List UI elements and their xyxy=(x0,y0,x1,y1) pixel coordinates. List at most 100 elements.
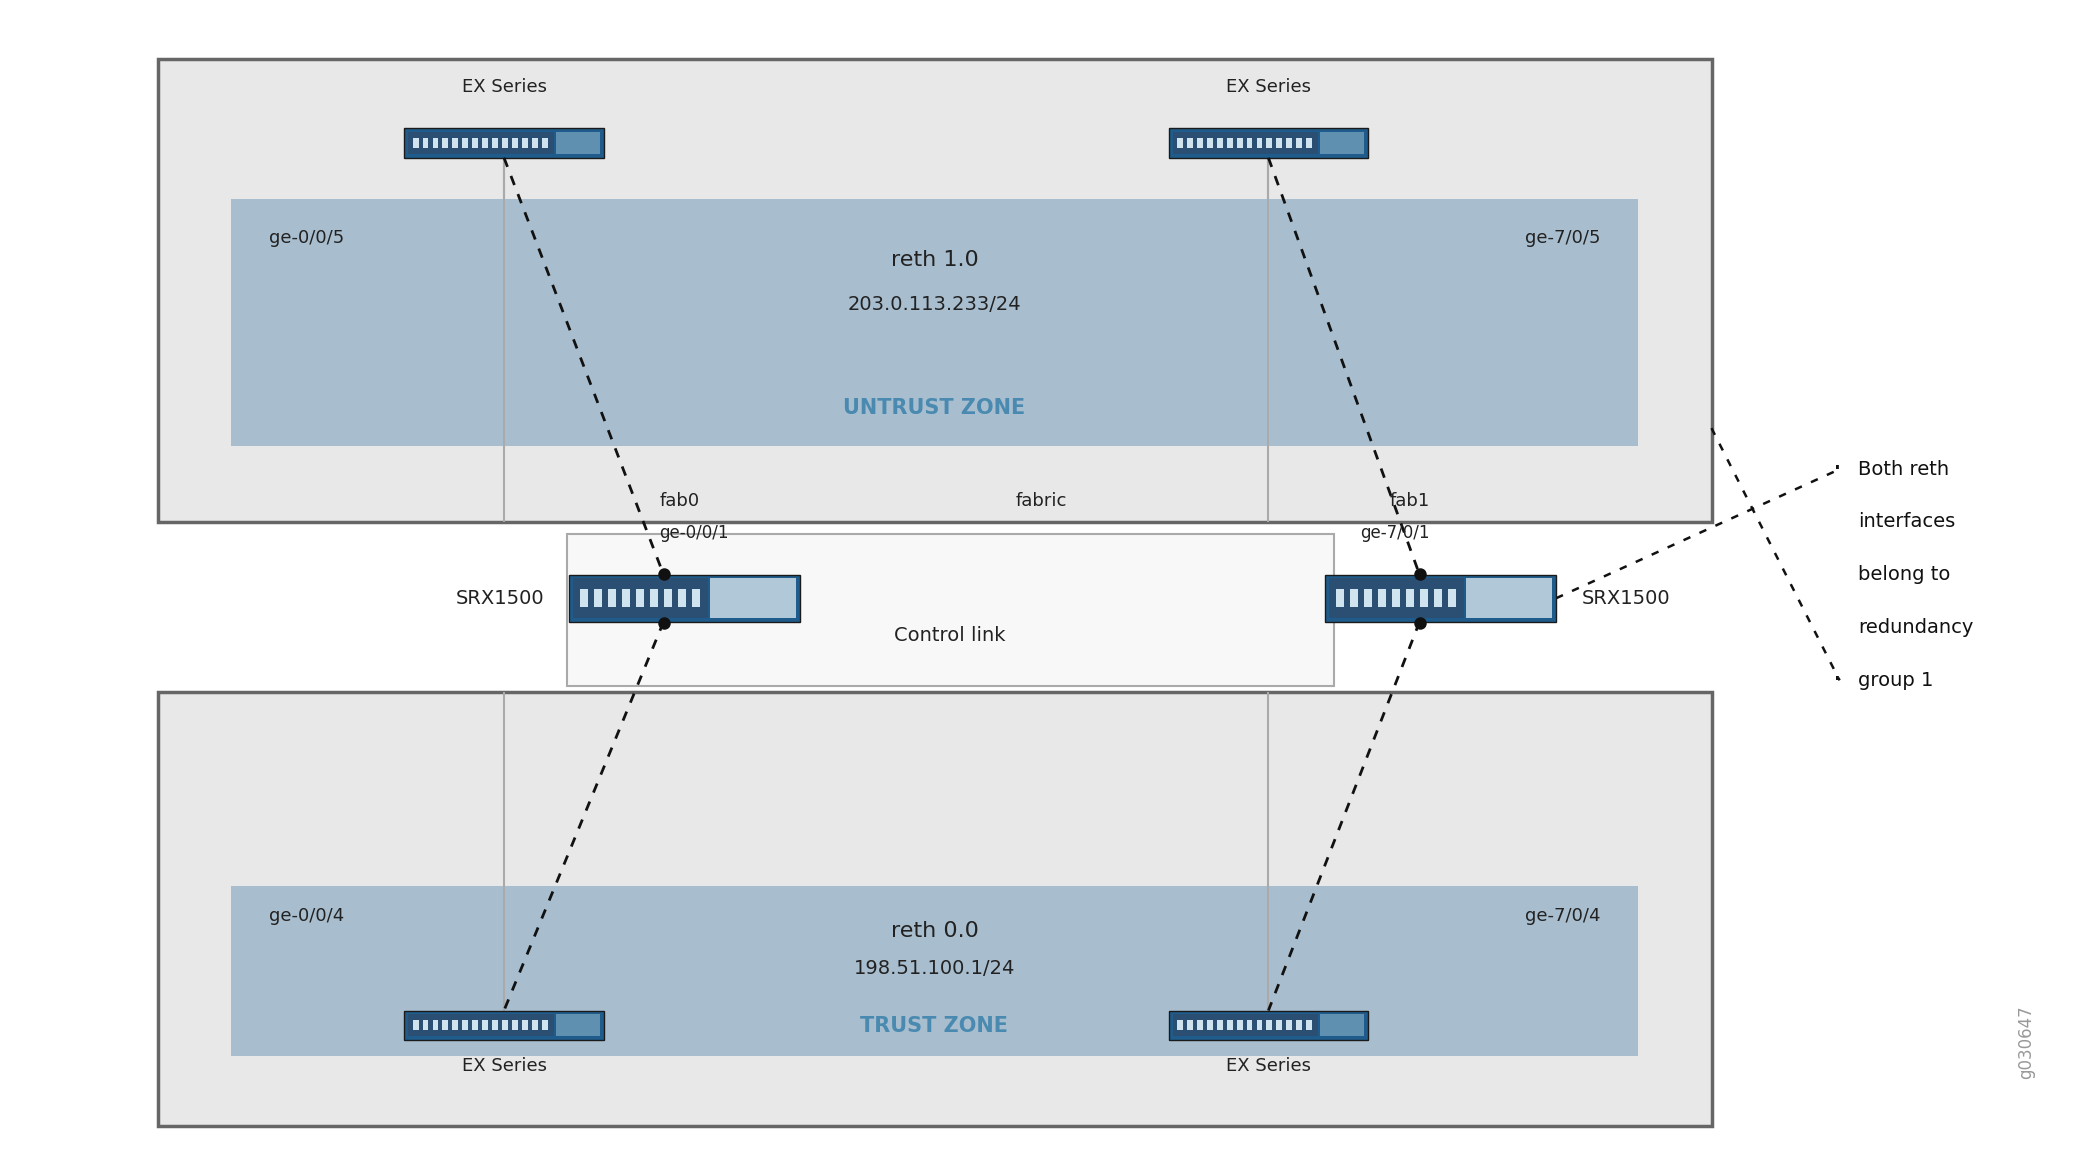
Bar xyxy=(422,138,428,148)
Bar xyxy=(1287,138,1292,148)
Text: EX Series: EX Series xyxy=(1226,77,1310,96)
Text: SRX1500: SRX1500 xyxy=(1581,589,1670,608)
Bar xyxy=(1226,138,1233,148)
Bar xyxy=(443,1021,447,1030)
Bar xyxy=(523,1021,527,1030)
Bar xyxy=(491,1021,498,1030)
Bar xyxy=(1168,1010,1369,1039)
Text: EX Series: EX Series xyxy=(462,77,546,96)
Bar xyxy=(443,138,447,148)
Bar xyxy=(1277,138,1283,148)
Bar xyxy=(158,59,1712,522)
Text: TRUST ZONE: TRUST ZONE xyxy=(861,1016,1008,1037)
Bar xyxy=(452,1021,458,1030)
Text: 203.0.113.233/24: 203.0.113.233/24 xyxy=(848,296,1021,314)
Bar xyxy=(452,138,458,148)
Bar xyxy=(1226,1021,1233,1030)
Bar xyxy=(422,1021,428,1030)
Bar xyxy=(1325,575,1556,622)
Bar xyxy=(502,138,508,148)
Bar xyxy=(472,138,479,148)
Bar xyxy=(1321,131,1365,154)
Bar xyxy=(1237,1021,1243,1030)
Bar xyxy=(1296,1021,1302,1030)
Bar xyxy=(1256,1021,1262,1030)
Bar xyxy=(607,589,617,608)
Bar xyxy=(1208,1021,1212,1030)
Bar xyxy=(1420,589,1428,608)
Bar xyxy=(403,128,605,157)
Text: ge-7/0/4: ge-7/0/4 xyxy=(1525,907,1600,924)
Bar xyxy=(567,534,1334,686)
Bar xyxy=(1277,1021,1283,1030)
Text: ·: · xyxy=(1833,455,1842,483)
Bar xyxy=(1197,138,1203,148)
Bar xyxy=(433,1021,439,1030)
Text: interfaces: interfaces xyxy=(1858,513,1955,531)
Bar xyxy=(1216,138,1222,148)
Bar xyxy=(1405,589,1415,608)
Bar xyxy=(1256,138,1262,148)
Bar xyxy=(1266,1021,1273,1030)
Bar xyxy=(1350,589,1359,608)
Bar xyxy=(691,589,701,608)
Bar xyxy=(407,131,554,154)
Bar xyxy=(1392,589,1401,608)
Text: ·: · xyxy=(1833,666,1842,694)
Bar xyxy=(231,199,1638,446)
Bar xyxy=(710,578,796,618)
Text: 198.51.100.1/24: 198.51.100.1/24 xyxy=(855,960,1014,978)
Text: Control link: Control link xyxy=(895,626,1006,645)
Bar xyxy=(678,589,687,608)
Bar xyxy=(1208,138,1212,148)
Bar xyxy=(1197,1021,1203,1030)
Text: SRX1500: SRX1500 xyxy=(456,589,544,608)
Bar xyxy=(483,1021,487,1030)
Bar xyxy=(1363,589,1373,608)
Bar xyxy=(573,578,708,618)
Text: ge-0/0/4: ge-0/0/4 xyxy=(269,907,344,924)
Bar xyxy=(531,138,538,148)
Text: group 1: group 1 xyxy=(1858,671,1934,690)
Bar xyxy=(1247,138,1252,148)
Text: fab1: fab1 xyxy=(1390,493,1430,510)
Bar xyxy=(462,138,468,148)
Text: ge-0/0/1: ge-0/0/1 xyxy=(659,524,729,542)
Bar xyxy=(1216,1021,1222,1030)
Bar xyxy=(403,1010,605,1039)
Bar xyxy=(491,138,498,148)
Bar xyxy=(594,589,603,608)
Text: EX Series: EX Series xyxy=(462,1058,546,1076)
Bar xyxy=(556,131,601,154)
Bar xyxy=(1186,138,1193,148)
Text: EX Series: EX Series xyxy=(1226,1058,1310,1076)
Text: belong to: belong to xyxy=(1858,565,1951,584)
Bar xyxy=(1172,1013,1319,1037)
Text: redundancy: redundancy xyxy=(1858,618,1974,637)
Bar xyxy=(523,138,527,148)
Bar xyxy=(569,575,800,622)
Bar xyxy=(1186,1021,1193,1030)
Bar xyxy=(231,886,1638,1056)
Text: ge-7/0/1: ge-7/0/1 xyxy=(1361,524,1430,542)
Bar xyxy=(1321,1013,1365,1037)
Text: UNTRUST ZONE: UNTRUST ZONE xyxy=(844,398,1025,419)
Bar xyxy=(1336,589,1344,608)
Bar xyxy=(1447,589,1457,608)
Bar xyxy=(512,1021,519,1030)
Text: ge-7/0/5: ge-7/0/5 xyxy=(1525,229,1600,246)
Text: g030647: g030647 xyxy=(2018,1005,2035,1079)
Bar xyxy=(407,1013,554,1037)
Bar xyxy=(483,138,487,148)
Bar xyxy=(636,589,645,608)
Bar xyxy=(664,589,672,608)
Bar xyxy=(1176,138,1182,148)
Bar xyxy=(158,692,1712,1126)
Bar xyxy=(1287,1021,1292,1030)
Text: reth 0.0: reth 0.0 xyxy=(890,921,979,941)
Bar xyxy=(502,1021,508,1030)
Bar xyxy=(433,138,439,148)
Bar xyxy=(1329,578,1464,618)
Bar xyxy=(1466,578,1552,618)
Bar xyxy=(542,1021,548,1030)
